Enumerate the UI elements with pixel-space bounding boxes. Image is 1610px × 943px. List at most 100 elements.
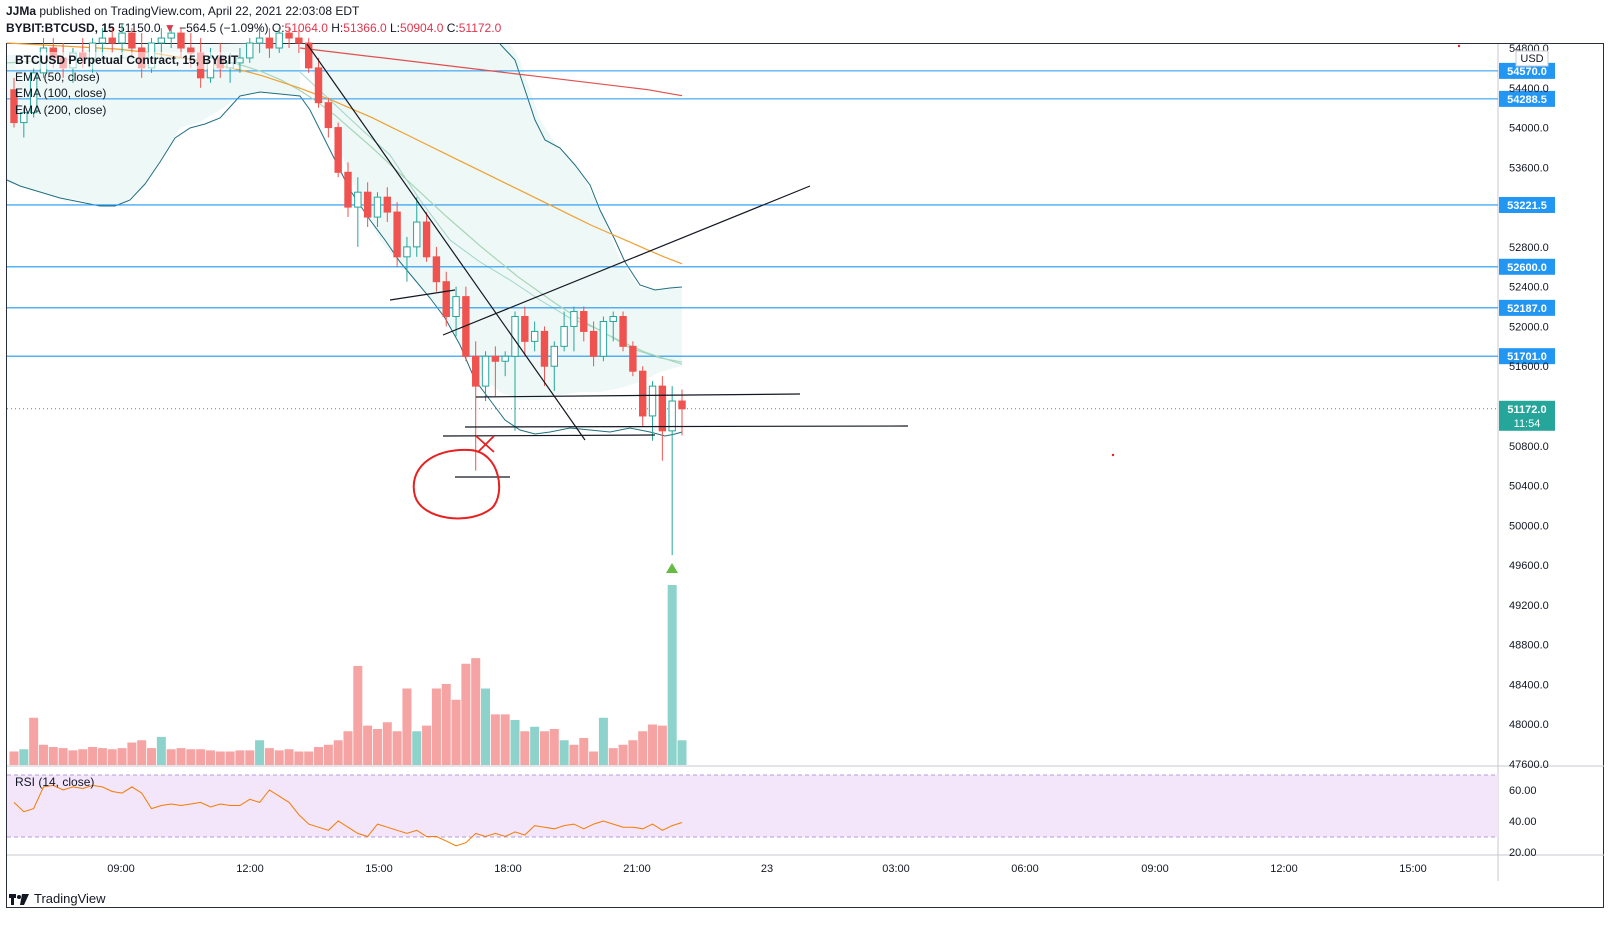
volume-bar [461,663,471,765]
high-label: H: [331,21,344,35]
candle-body [98,37,107,44]
volume-bar [569,744,579,765]
candle-body [442,281,450,318]
price-level-label: 52600.0 [1507,262,1547,274]
low-value: 50904.0 [400,21,444,35]
price-level-label: 51701.0 [1507,351,1547,363]
support-line-3[interactable] [442,434,656,437]
volume-bar [539,731,549,765]
open-value: 51064.0 [284,21,328,35]
price-tick-label: 54000.0 [1509,123,1549,135]
candle-body [167,32,175,39]
time-tick-label: 18:00 [494,863,522,875]
legend-ema-50[interactable]: EMA (50, close) [15,69,100,84]
trend-line-up[interactable] [442,185,811,336]
support-line-2[interactable] [464,425,909,428]
volume-bar [608,748,618,765]
volume-bar [500,714,510,765]
price-level-label: 54288.5 [1507,94,1547,106]
volume-bar [156,736,166,765]
candle-body [255,37,264,44]
candle-body [550,345,558,367]
volume-bar [382,722,392,765]
chart-frame[interactable] [6,43,1604,908]
volume-bar [490,714,500,765]
trend-line-down[interactable] [306,43,586,441]
candle-body [373,196,382,218]
volume-bar [343,731,353,765]
volume-bar [284,749,294,765]
price-levels: 54570.0 54288.5 53221.5 52600.0 52187.0 51701… [7,62,1555,431]
drawings[interactable] [306,43,909,478]
price-tick-label: 48800.0 [1509,640,1549,652]
price-level-tag [1499,196,1555,213]
candle-body [658,385,667,432]
volume-bar [667,585,677,765]
volume-bar [127,742,137,765]
candle-body [314,67,323,104]
candle-body [422,221,431,258]
red-x-mark[interactable] [475,435,495,453]
tradingview-brand[interactable]: TradingView [34,891,106,906]
volume-bar [294,751,304,765]
legend-ema-200[interactable]: EMA (200, close) [15,102,107,117]
volume-bar [255,740,265,765]
volume-bar [333,740,343,765]
candle-body [108,37,116,44]
rsi-legend[interactable]: RSI (14, close) [15,775,95,789]
volume-bar [628,740,638,765]
volume-bar [657,725,667,765]
short-trend-line[interactable] [389,289,456,301]
close-value: 51172.0 [458,21,502,35]
candle-body [413,221,421,248]
volume-bar [422,725,432,765]
volume-bar [392,731,402,765]
volume-bar [274,750,284,765]
candle-body [580,311,588,332]
candle-body [481,355,490,387]
rsi-line [13,784,683,847]
time-tick-label: 03:00 [882,863,910,875]
red-circle-annotation[interactable] [412,448,501,520]
candle-body [678,400,686,410]
volume-bar [205,750,215,765]
legend-title[interactable]: BTCUSD Perpetual Contract, 15, BYBIT [15,52,239,69]
price-tick-label: 48400.0 [1509,679,1549,691]
candle-body [324,102,333,129]
time-tick-label: 06:00 [1011,863,1039,875]
candle-body [265,37,274,49]
price-level-label: 52187.0 [1507,303,1547,315]
open-label: O: [271,21,285,35]
volume-bar [186,749,196,765]
candle-body [589,330,598,357]
price-tick-label: 51600.0 [1509,361,1549,373]
volume-bars [9,585,687,765]
volume-bar [559,740,569,765]
volume-bar [638,731,648,765]
volume-bar [402,688,412,765]
rsi-band [7,775,1498,837]
support-line-1[interactable] [475,393,801,398]
legend-ema-100[interactable]: EMA (100, close) [15,86,107,100]
volume-bar [314,747,324,765]
price-level-tag [1499,258,1555,275]
rsi-tick-label: 60.00 [1509,785,1537,797]
candle-body [285,32,293,39]
candle-body [10,89,18,124]
author-name[interactable]: JJMa [6,4,37,18]
candle-body [118,32,126,44]
candle-body [275,32,283,49]
time-tick-label: 15:00 [1399,863,1427,875]
candle-body [393,211,401,258]
footer: TradingView [8,891,106,906]
countdown-label: 11:54 [1514,418,1541,430]
candle-body [521,316,529,342]
price-tick-label: 49600.0 [1509,560,1549,572]
red-annotations[interactable] [412,44,1461,520]
price-tick-label: 52800.0 [1509,242,1549,254]
time-tick-label: 23 [761,863,773,875]
volume-bar [88,747,98,765]
volume-bar [363,725,373,765]
candle-body [491,355,500,362]
